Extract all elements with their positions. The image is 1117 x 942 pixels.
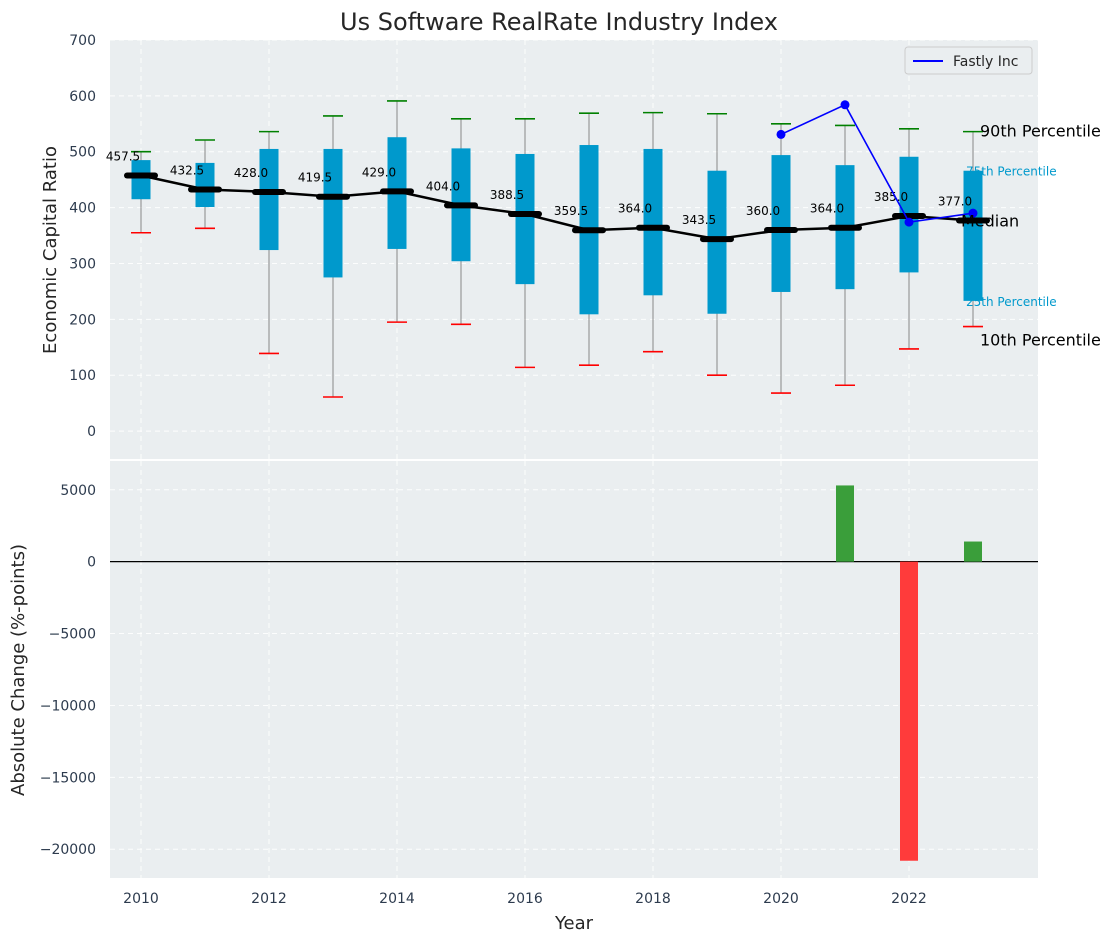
median-data-label: 432.5 — [170, 163, 204, 177]
top-y-tick-label: 400 — [69, 201, 96, 217]
median-percentile-label: Median — [961, 211, 1019, 230]
company-series-point — [968, 208, 978, 218]
iqr-box — [707, 170, 727, 314]
median-data-label: 429.0 — [362, 165, 396, 179]
median-data-label: 419.5 — [298, 171, 332, 185]
x-tick-label: 2022 — [891, 891, 927, 907]
p75-percentile-label: 75th Percentile — [966, 165, 1057, 179]
top-y-tick-label: 500 — [69, 145, 96, 161]
x-axis-label: Year — [554, 913, 594, 934]
p90-percentile-label: 90th Percentile — [980, 122, 1101, 141]
iqr-box — [771, 155, 791, 292]
iqr-box — [195, 162, 215, 208]
median-data-label: 385.0 — [874, 190, 908, 204]
negative-change-bar — [900, 561, 918, 861]
x-tick-label: 2010 — [123, 891, 159, 907]
top-y-tick-label: 600 — [69, 89, 96, 105]
bottom-y-tick-label: −5000 — [49, 627, 96, 643]
bottom-y-tick-label: 0 — [87, 555, 96, 571]
iqr-box — [259, 148, 279, 251]
legend-box — [904, 46, 1033, 75]
iqr-box — [515, 153, 535, 285]
company-series-point — [904, 217, 914, 227]
iqr-box — [963, 170, 983, 301]
bottom-y-tick-label: 5000 — [60, 483, 96, 499]
p10-percentile-label: 10th Percentile — [980, 331, 1101, 350]
company-series-point — [776, 129, 786, 139]
iqr-box — [643, 148, 663, 296]
bottom-plot-background — [110, 461, 1038, 878]
top-plot-background — [110, 40, 1038, 459]
p25-percentile-label: 25th Percentile — [966, 295, 1057, 309]
bottom-y-tick-label: −15000 — [40, 770, 96, 786]
top-y-tick-label: 700 — [69, 33, 96, 49]
bottom-y-tick-label: −20000 — [40, 842, 96, 858]
median-data-label: 428.0 — [234, 166, 268, 180]
company-series-line — [780, 103, 974, 223]
median-data-label: 388.5 — [490, 188, 524, 202]
company-series-point — [840, 100, 850, 110]
legend-label: Fastly Inc — [953, 54, 1018, 70]
x-tick-label: 2018 — [635, 891, 671, 907]
median-data-label: 457.5 — [106, 149, 140, 163]
median-data-label: 364.0 — [810, 202, 844, 216]
top-y-tick-label: 300 — [69, 256, 96, 272]
legend: Fastly Inc — [904, 46, 1033, 75]
bottom-y-tick-label: −10000 — [40, 698, 96, 714]
top-y-tick-label: 0 — [87, 424, 96, 440]
x-tick-label: 2012 — [251, 891, 287, 907]
positive-change-bar — [964, 541, 982, 562]
top-y-axis-label: Economic Capital Ratio — [40, 146, 61, 354]
top-y-tick-label: 200 — [69, 312, 96, 328]
chart-title: Us Software RealRate Industry Index — [340, 8, 778, 36]
bottom-y-axis-label: Absolute Change (%-points) — [8, 544, 29, 796]
positive-change-bar — [836, 485, 854, 562]
iqr-box — [131, 160, 151, 200]
x-tick-label: 2016 — [507, 891, 543, 907]
median-data-label: 364.0 — [618, 202, 652, 216]
iqr-box — [323, 148, 343, 278]
x-tick-label: 2020 — [763, 891, 799, 907]
median-data-label: 404.0 — [426, 179, 460, 193]
median-data-label: 360.0 — [746, 204, 780, 218]
bottom-panel: −20000 −15000 −10000 −5000 0 5000 2010 2012 2014… — [40, 461, 1038, 907]
median-data-label: 359.5 — [554, 204, 588, 218]
top-panel: 0 100 200 300 400 500 600 700 457.5 432.5 428.0 419… — [69, 33, 1101, 459]
median-data-label: 377.0 — [938, 194, 972, 208]
median-data-label: 343.5 — [682, 213, 716, 227]
top-y-tick-label: 100 — [69, 368, 96, 384]
x-tick-label: 2014 — [379, 891, 415, 907]
